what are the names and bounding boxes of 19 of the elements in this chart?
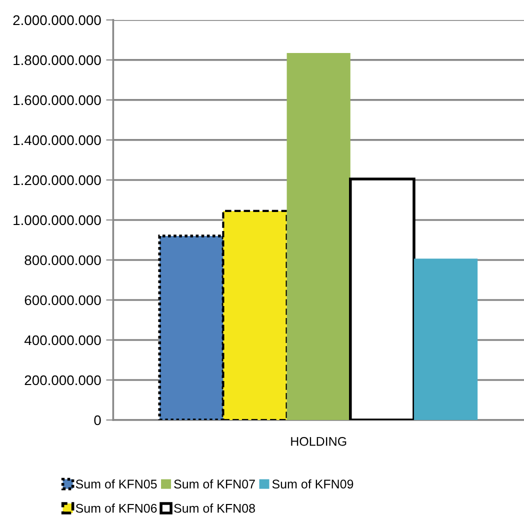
- y-tick-label: 0: [94, 415, 101, 426]
- y-tick-label: 2.000.000.000: [13, 15, 101, 26]
- y-tick-label: 800.000.000: [24, 255, 101, 266]
- legend-label: Sum of KFN06: [76, 504, 157, 513]
- legend-label: Sum of KFN07: [174, 479, 255, 489]
- y-tick-label: 1.200.000.000: [14, 175, 101, 186]
- legend-label: Sum of KFN09: [272, 479, 354, 489]
- y-tick-label: 1.000.000.000: [14, 215, 101, 226]
- y-tick-label: 400.000.000: [24, 335, 101, 346]
- y-tick-label: 1.400.000.000: [14, 135, 101, 146]
- y-tick-label: 1.800.000.000: [14, 55, 101, 66]
- y-tick-label: 200.000.000: [24, 375, 101, 386]
- x-tick-label: HOLDING: [291, 436, 346, 446]
- bar: [286, 52, 350, 420]
- legend-label: Sum of KFN08: [174, 504, 255, 513]
- y-tick-label: 1.600.000.000: [14, 95, 101, 106]
- bar: [349, 178, 416, 420]
- legend-label: Sum of KFN05: [76, 479, 157, 489]
- y-tick-label: 600.000.000: [24, 295, 101, 306]
